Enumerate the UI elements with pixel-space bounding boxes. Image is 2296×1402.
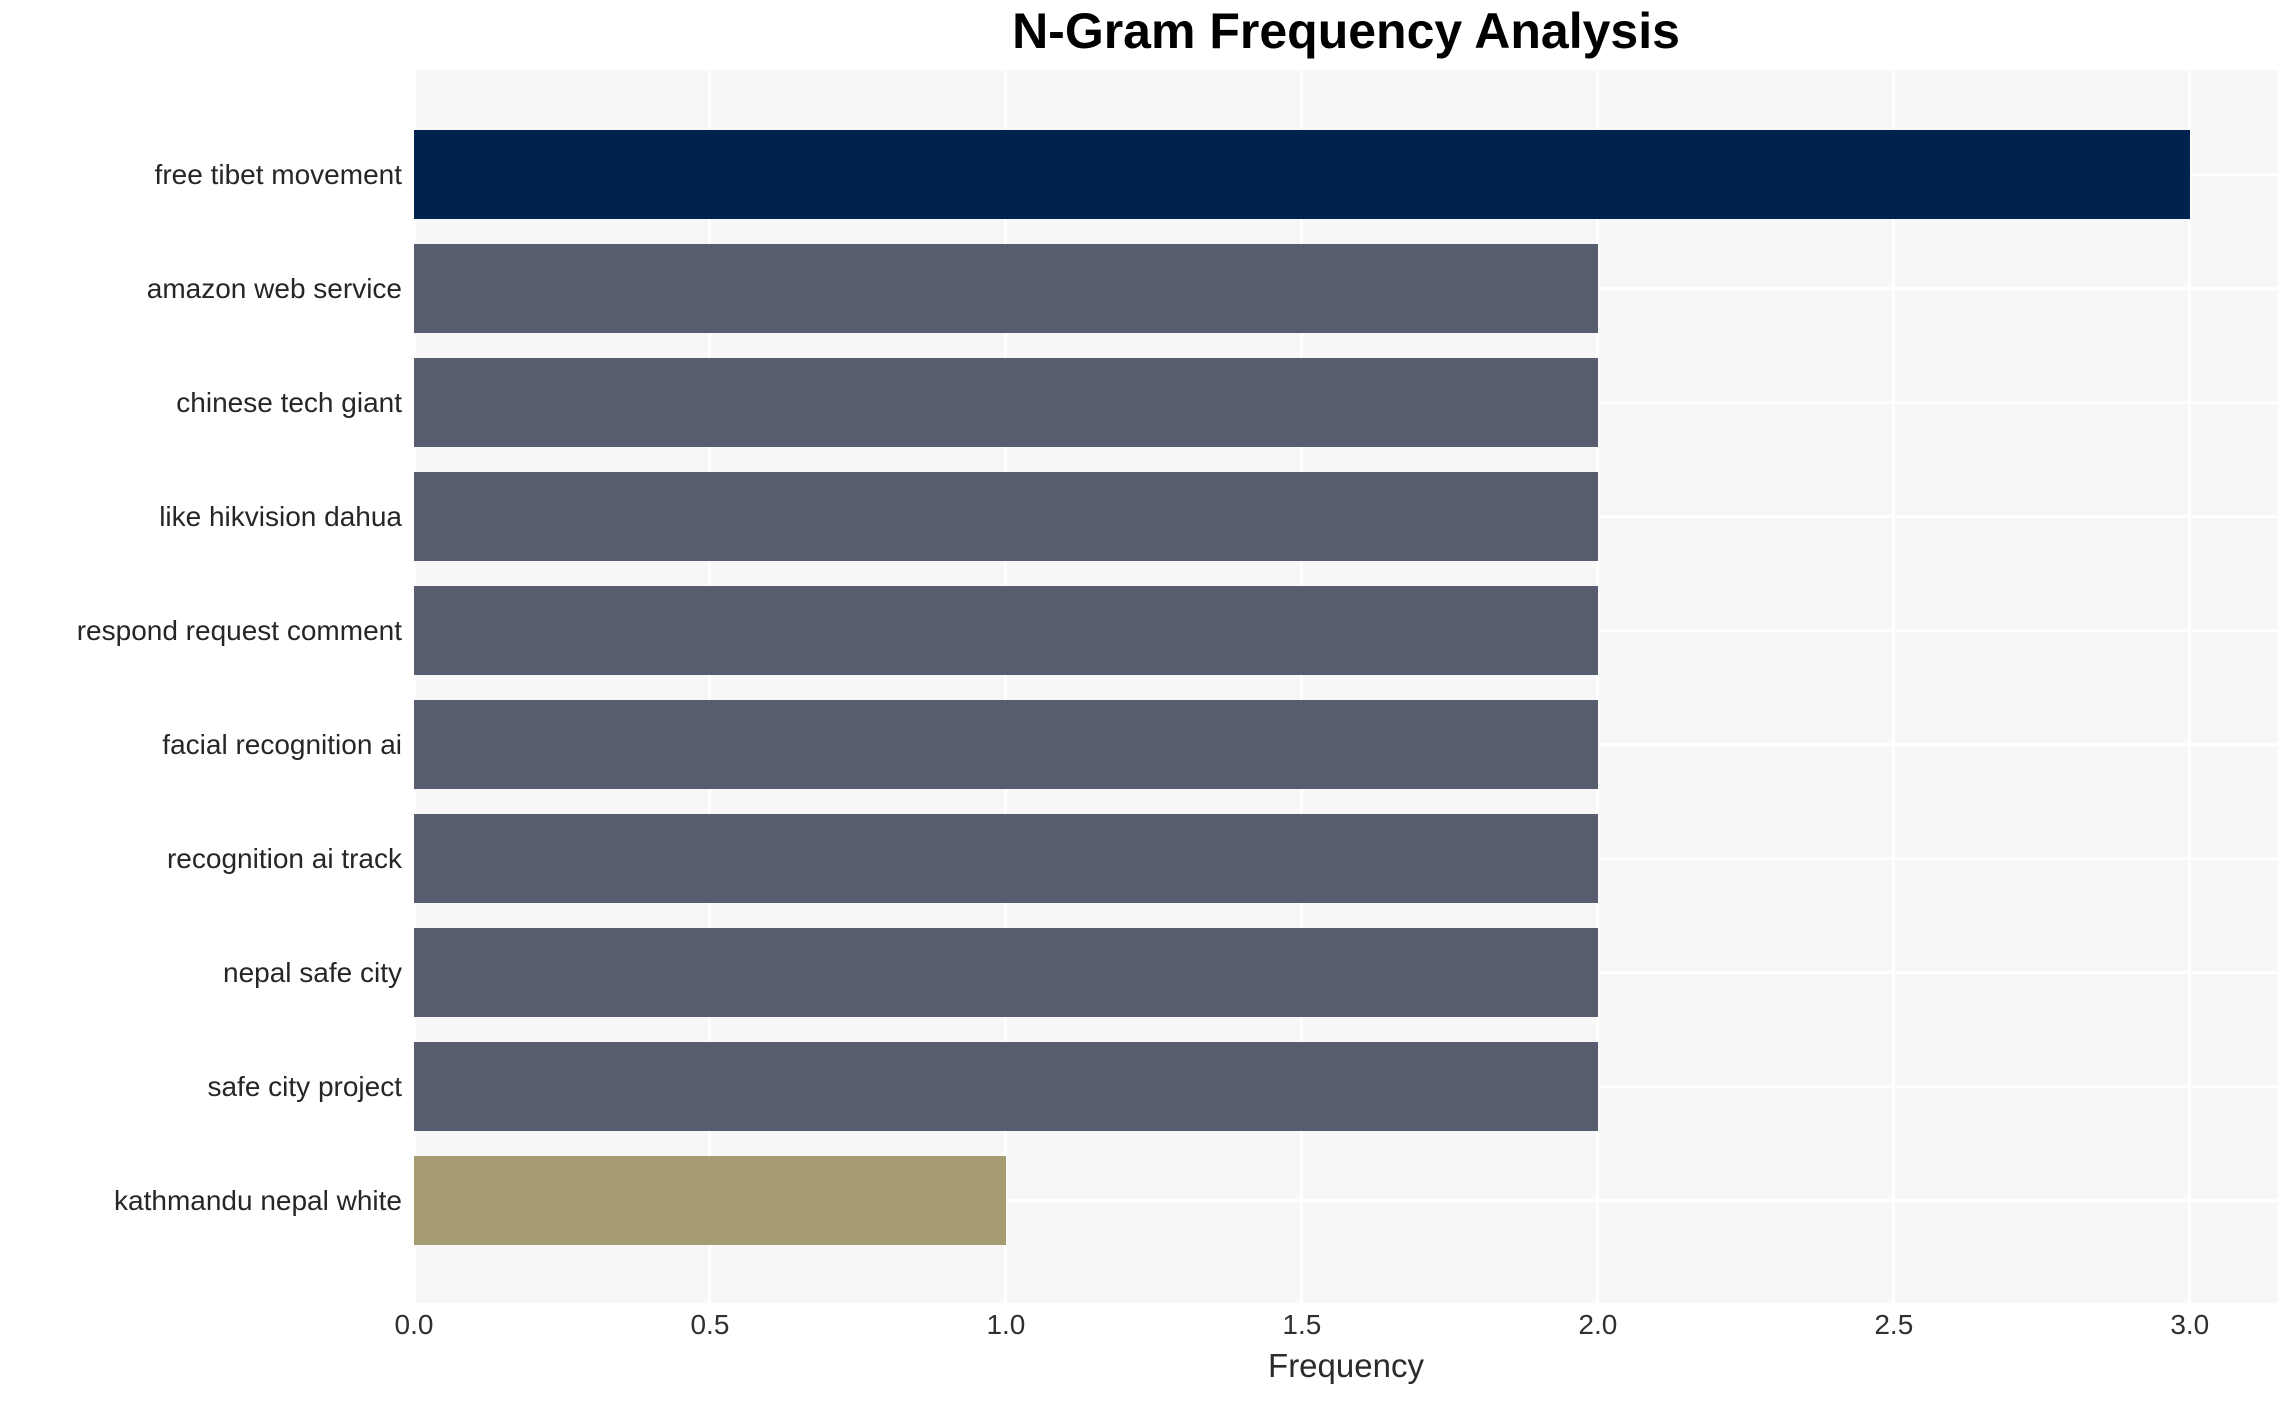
bar-nepal-safe-city: [414, 928, 1598, 1017]
bar-facial-recognition-ai: [414, 700, 1598, 789]
vertical-gridline: [708, 70, 712, 1303]
bar-recognition-ai-track: [414, 814, 1598, 903]
y-tick-label: safe city project: [207, 1071, 402, 1102]
x-tick-label: 2.0: [1578, 1309, 1618, 1340]
bar-free-tibet-movement: [414, 130, 2190, 219]
y-tick-label: like hikvision dahua: [159, 501, 402, 532]
y-tick-label: facial recognition ai: [162, 729, 402, 760]
x-axis-label: Frequency: [1268, 1347, 1424, 1384]
vertical-gridline: [1004, 70, 1008, 1303]
y-tick-label: free tibet movement: [154, 159, 402, 190]
x-tick-label: 1.5: [1282, 1309, 1322, 1340]
bar-like-hikvision-dahua: [414, 472, 1598, 561]
bar-chinese-tech-giant: [414, 358, 1598, 447]
bar-amazon-web-service: [414, 244, 1598, 333]
vertical-gridline: [412, 70, 416, 1303]
x-tick-label: 2.5: [1874, 1309, 1914, 1340]
bar-kathmandu-nepal-white: [414, 1156, 1006, 1245]
vertical-gridline: [1300, 70, 1304, 1303]
bar-respond-request-comment: [414, 586, 1598, 675]
y-tick-label: kathmandu nepal white: [114, 1185, 402, 1216]
vertical-gridline: [2188, 70, 2192, 1303]
x-tick-label: 0.0: [394, 1309, 434, 1340]
vertical-gridline: [1892, 70, 1896, 1303]
horizontal-gridline: [414, 1199, 2278, 1202]
vertical-gridline: [1596, 70, 1600, 1303]
y-tick-label: recognition ai track: [166, 843, 402, 874]
bar-safe-city-project: [414, 1042, 1598, 1131]
y-tick-label: chinese tech giant: [176, 387, 402, 418]
x-tick-label: 0.5: [690, 1309, 730, 1340]
chart-title: N-Gram Frequency Analysis: [1012, 3, 1680, 59]
y-tick-label: nepal safe city: [223, 957, 402, 988]
x-tick-label: 1.0: [986, 1309, 1026, 1340]
y-tick-label: amazon web service: [146, 273, 402, 304]
y-tick-label: respond request comment: [76, 615, 402, 646]
plot-area: [412, 70, 2278, 1303]
x-tick-label: 3.0: [2170, 1309, 2210, 1340]
